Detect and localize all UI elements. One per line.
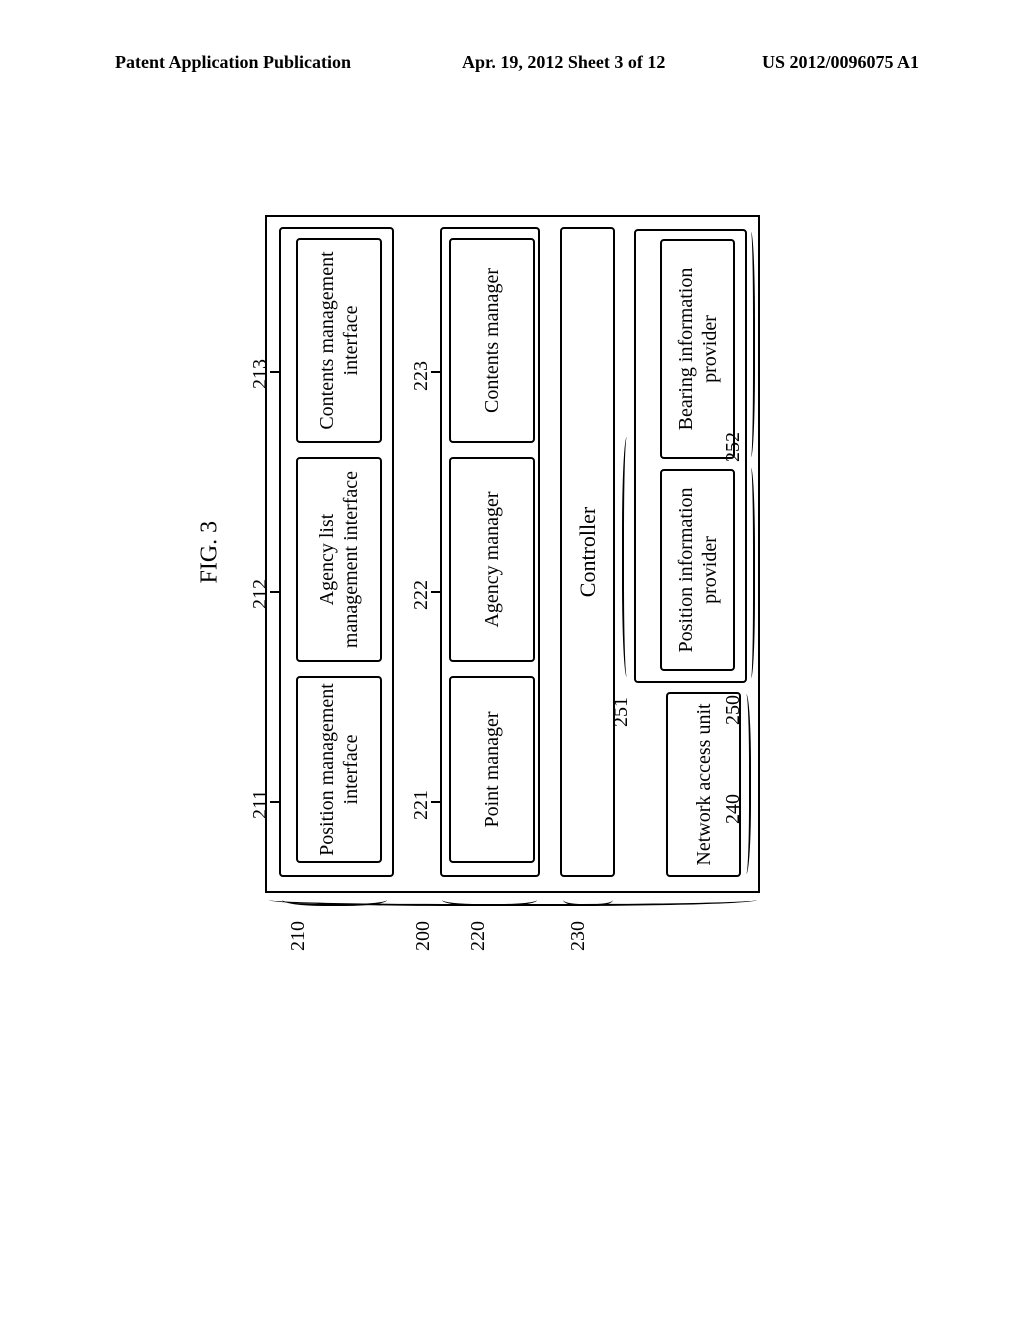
contents-mgmt-interface: Contents management interface [296,238,382,443]
bracket-220 [442,891,537,906]
ref-223: 223 [410,361,433,391]
ref-212: 212 [249,579,272,609]
agency-list-mgmt-interface: Agency list management interface [296,457,382,662]
diagram-inner: 200 210 220 230 211 212 213 Position man… [265,215,767,893]
tick-icon [270,591,280,593]
ref-230: 230 [567,921,590,951]
tick-icon [270,371,280,373]
block-diagram: 200 210 220 230 211 212 213 Position man… [177,303,855,805]
outer-container-200: 200 210 220 230 211 212 213 Position man… [265,215,760,893]
interface-row-210: 211 212 213 Position management interfac… [279,227,394,877]
tick-icon [431,371,441,373]
ref-222: 222 [410,580,433,610]
point-manager: Point manager [449,676,535,863]
bearing-info-provider: Bearing information provider [660,239,735,459]
manager-row-220: 221 222 223 Point manager Agency manager… [440,227,540,877]
tick-icon [431,591,441,593]
position-mgmt-interface: Position management interface [296,676,382,863]
ref-251: 251 [610,697,633,727]
ref-220: 220 [467,921,490,951]
ref-221: 221 [410,790,433,820]
header-publication: Patent Application Publication [115,52,351,73]
tick-icon [431,801,441,803]
tick-icon [270,801,280,803]
ref-211: 211 [249,790,272,819]
bottom-row: 251 240 250 252 Network access unit Posi… [634,227,747,877]
bracket-251 [622,437,634,677]
controller-label: Controller [575,507,601,597]
header-date-sheet: Apr. 19, 2012 Sheet 3 of 12 [462,52,665,73]
bracket-230 [563,891,613,906]
header-patent-number: US 2012/0096075 A1 [762,52,919,73]
bracket-210 [282,891,387,906]
controller-row-230: Controller [560,227,615,877]
provider-container-250: Position information provider Bearing in… [634,229,747,683]
agency-manager: Agency manager [449,457,535,662]
ref-200: 200 [412,921,435,951]
network-access-unit: Network access unit [666,692,741,877]
contents-manager: Contents manager [449,238,535,443]
ref-213: 213 [249,359,272,389]
position-info-provider: Position information provider [660,469,735,671]
ref-210: 210 [287,921,310,951]
